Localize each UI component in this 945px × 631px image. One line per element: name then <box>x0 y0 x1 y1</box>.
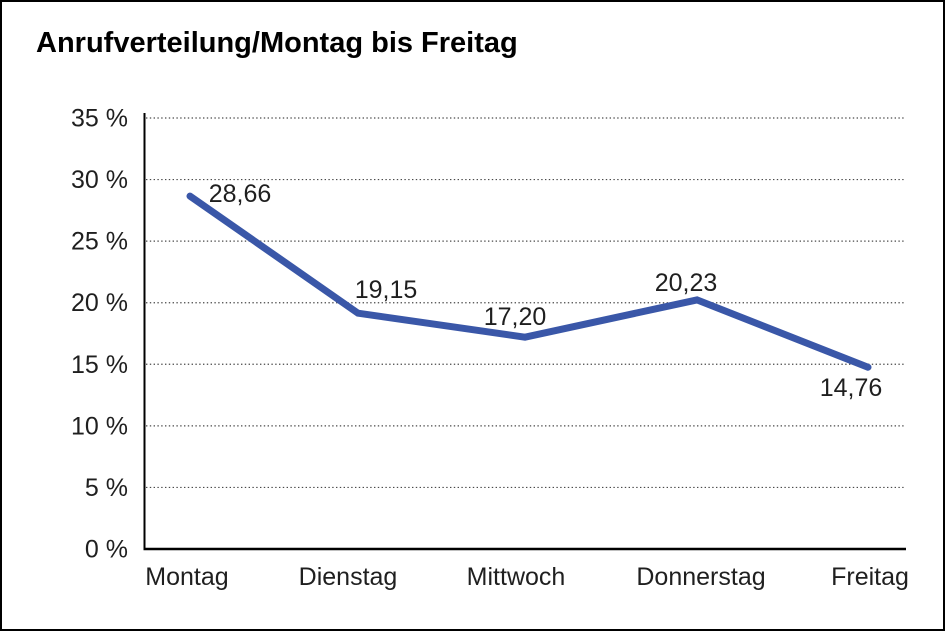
y-tick-label: 10 % <box>71 412 128 440</box>
value-label: 17,20 <box>484 303 547 331</box>
value-label: 28,66 <box>209 180 272 208</box>
data-series-line <box>186 192 872 371</box>
y-tick-label: 5 % <box>85 474 128 502</box>
x-category-label: Montag <box>145 563 228 591</box>
value-label: 20,23 <box>655 269 718 297</box>
x-category-label: Donnerstag <box>636 563 765 591</box>
y-tick-label: 15 % <box>71 351 128 379</box>
y-tick-label: 0 % <box>85 536 128 564</box>
x-category-label: Freitag <box>831 563 909 591</box>
y-tick-label: 20 % <box>71 289 128 317</box>
value-label: 19,15 <box>355 276 418 304</box>
x-category-label: Dienstag <box>299 563 398 591</box>
value-label: 14,76 <box>820 374 883 402</box>
y-tick-label: 25 % <box>71 228 128 256</box>
x-category-label: Mittwoch <box>467 563 566 591</box>
y-tick-label: 30 % <box>71 166 128 194</box>
chart-title: Anrufverteilung/Montag bis Freitag <box>36 27 518 59</box>
y-tick-label: 35 % <box>71 105 128 133</box>
